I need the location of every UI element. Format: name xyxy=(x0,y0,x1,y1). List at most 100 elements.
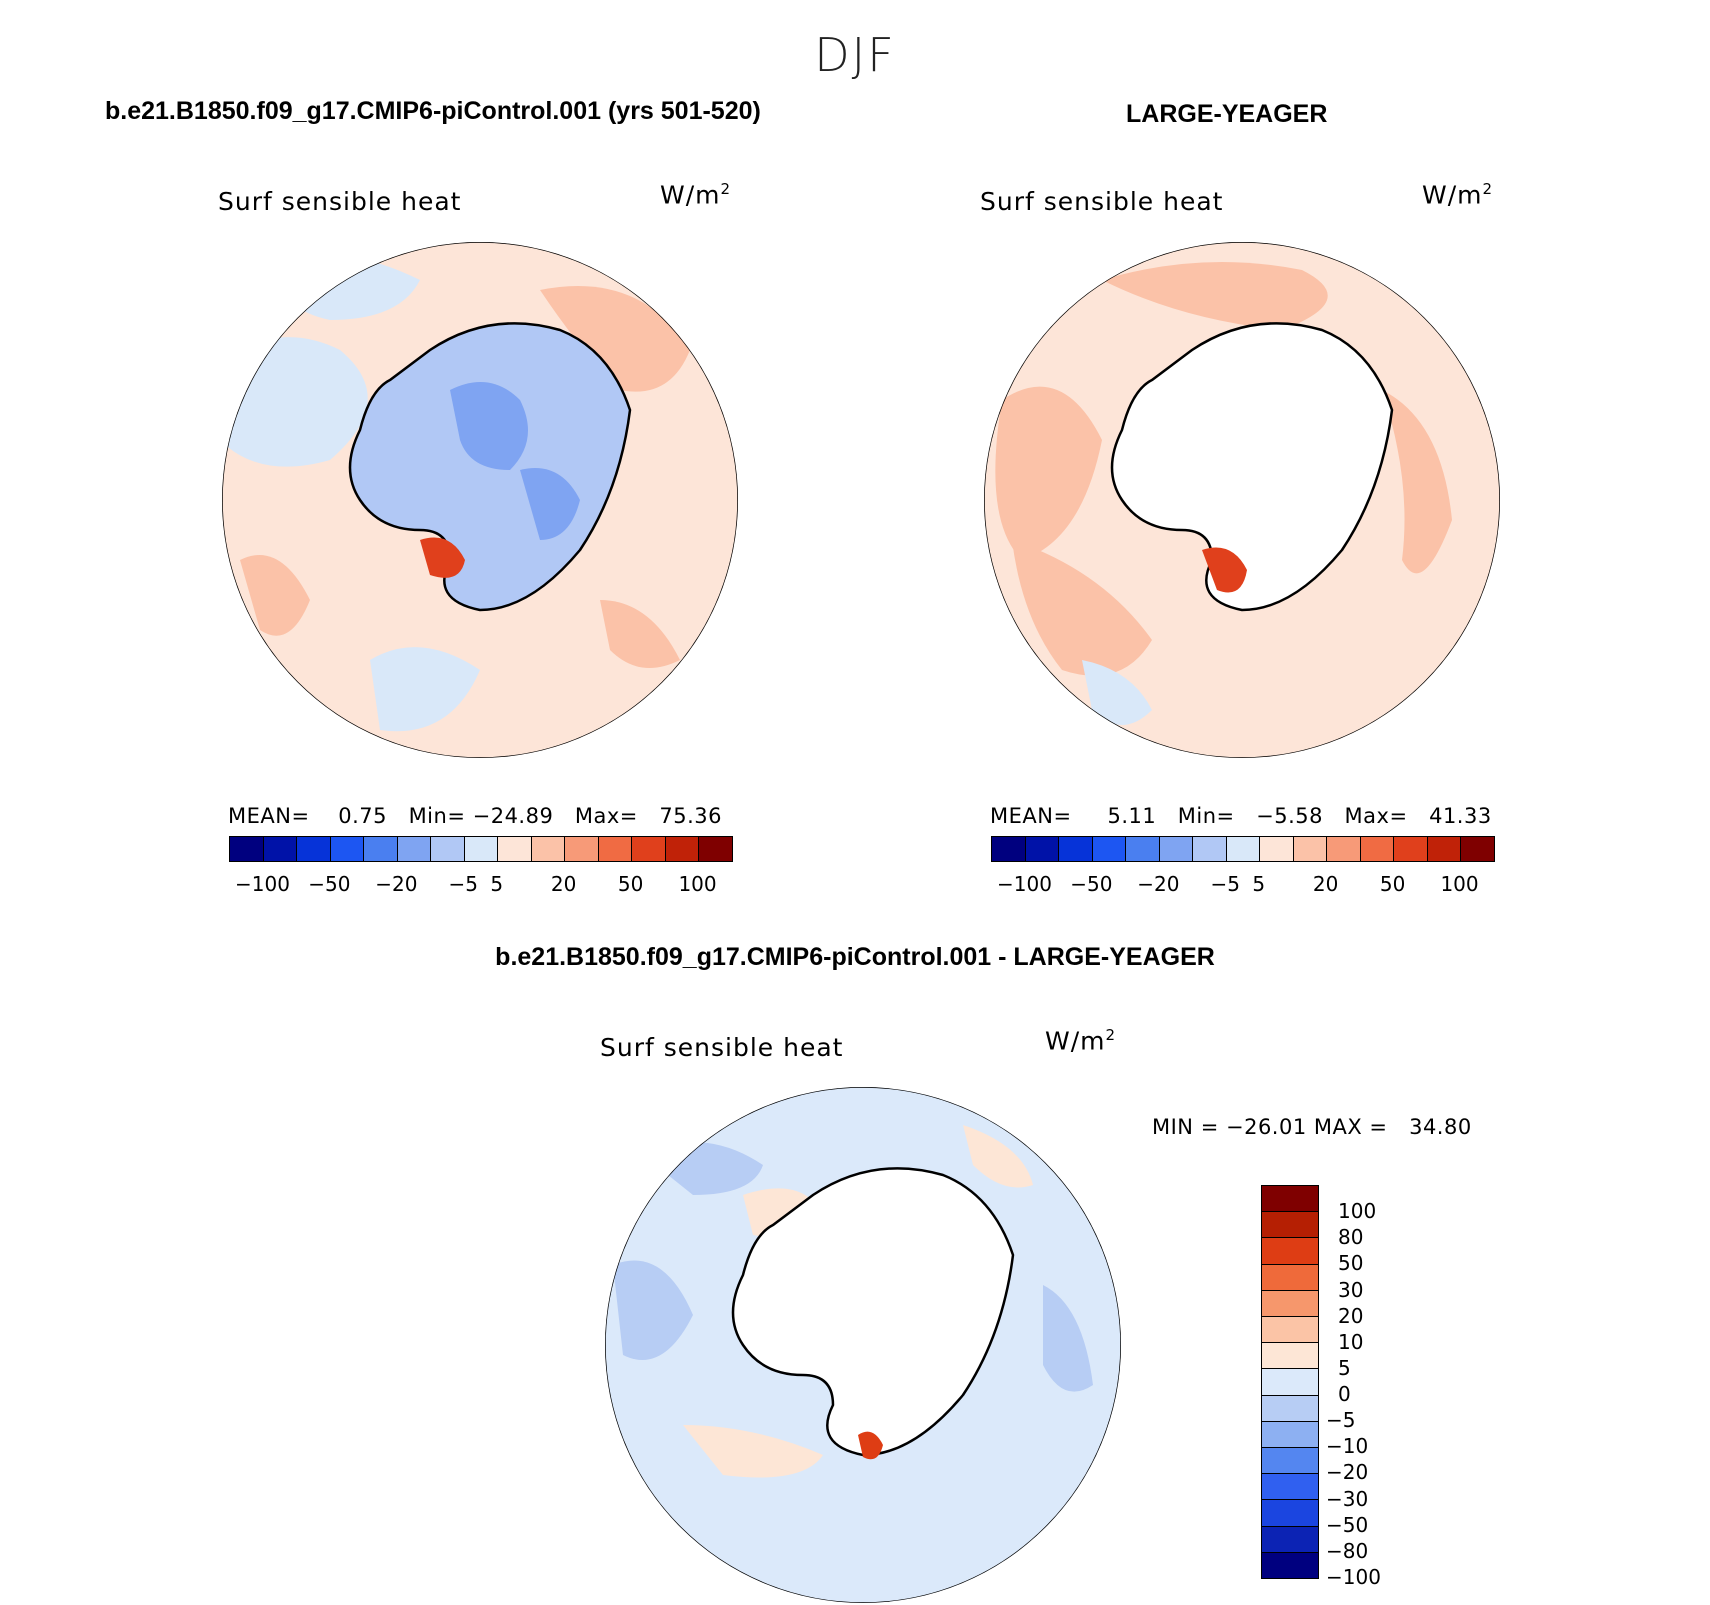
diff-colorbar-tick-label: −50 xyxy=(1326,1512,1369,1537)
panel1-case-title: b.e21.B1850.f09_g17.CMIP6-piControl.001 … xyxy=(105,97,761,125)
panel1-colorbar-tick-label: −20 xyxy=(375,872,418,896)
panel1-colorbar-swatch xyxy=(565,837,599,861)
panel1-colorbar-tick-label: 100 xyxy=(678,872,717,896)
panel1-colorbar-ticks: −100 −50 −20 −5 5 20 50 100 xyxy=(229,872,731,898)
panel2-colorbar-tick-label: 100 xyxy=(1440,872,1479,896)
diff-colorbar-swatch xyxy=(1262,1500,1318,1527)
panel2-colorbar-tick-label: −50 xyxy=(1070,872,1113,896)
diff-colorbar-tick-label: 50 xyxy=(1338,1251,1364,1276)
panel2-colorbar-swatch xyxy=(1226,837,1261,861)
diff-colorbar-swatch xyxy=(1262,1369,1318,1396)
panel1-colorbar-swatch xyxy=(531,837,566,861)
diff-colorbar-swatch xyxy=(1262,1474,1318,1501)
panel2-colorbar-swatch xyxy=(1327,837,1361,861)
panel2-colorbar-tick-label: −5 xyxy=(1210,872,1240,896)
panel2-colorbar-swatch xyxy=(1394,837,1428,861)
diff-colorbar-tick-label: 5 xyxy=(1338,1355,1351,1380)
panel1-colorbar-swatch xyxy=(665,837,700,861)
diff-colorbar-swatch xyxy=(1262,1343,1318,1370)
diff-case-title: b.e21.B1850.f09_g17.CMIP6-piControl.001 … xyxy=(495,943,1215,971)
panel2-colorbar-tick-label: −20 xyxy=(1137,872,1180,896)
diff-colorbar-swatch xyxy=(1262,1238,1318,1265)
panel2-low-flux-region xyxy=(1082,660,1152,725)
diff-colorbar-tick-label: −80 xyxy=(1326,1538,1369,1563)
diff-colorbar-tick-label: 20 xyxy=(1338,1303,1364,1328)
diff-colorbar-swatch xyxy=(1262,1186,1318,1213)
diff-colorbar-tick-label: −20 xyxy=(1326,1460,1369,1485)
panel2-colorbar-swatch xyxy=(1193,837,1227,861)
panel1-polar-map xyxy=(222,242,738,758)
diff-colorbar-ticks: 100 80 50 30 20 10 5 0 −5 −10 −20 −30 −50 −80 −100 xyxy=(1326,1185,1446,1589)
diff-colorbar-tick-label: −30 xyxy=(1326,1486,1369,1511)
diff-colorbar-swatch xyxy=(1262,1317,1318,1344)
panel2-colorbar-tick-label: 5 xyxy=(1252,872,1266,896)
diff-polar-map xyxy=(605,1087,1121,1603)
panel1-colorbar-tick-label: 5 xyxy=(490,872,504,896)
panel1-variable-label: Surf sensible heat xyxy=(218,187,462,216)
panel1-colorbar-tick-label: 20 xyxy=(550,872,577,896)
panel1-colorbar-tick-label: 50 xyxy=(617,872,644,896)
panel2-colorbar-swatch xyxy=(1059,837,1093,861)
diff-colorbar-tick-label: 100 xyxy=(1338,1199,1377,1224)
panel1-units: W/m2 xyxy=(660,180,732,210)
panel2-colorbar-swatch xyxy=(1360,837,1395,861)
diff-colorbar-swatch xyxy=(1262,1264,1318,1291)
figure-title: DJF xyxy=(814,28,896,82)
panel1-colorbar-swatch xyxy=(498,837,532,861)
diff-colorbar-swatch xyxy=(1262,1421,1318,1449)
diff-colorbar-tick-label: 80 xyxy=(1338,1225,1364,1250)
panel2-colorbar-tick-label: 50 xyxy=(1379,872,1406,896)
panel2-colorbar-swatch xyxy=(1260,837,1294,861)
panel2-colorbar-tick-label: −100 xyxy=(997,872,1052,896)
panel1-colorbar-swatch xyxy=(598,837,633,861)
panel1-colorbar-swatch xyxy=(364,837,398,861)
panel1-colorbar-swatch xyxy=(699,837,732,861)
panel2-max-flux-spot xyxy=(1202,547,1247,593)
diff-minmax: MIN = −26.01 MAX = 34.80 xyxy=(1152,1115,1472,1139)
panel2-colorbar-swatch xyxy=(992,837,1026,861)
panel2-variable-label: Surf sensible heat xyxy=(980,187,1224,216)
panel2-colorbar-swatch xyxy=(1126,837,1160,861)
diff-colorbar-swatch xyxy=(1262,1552,1318,1579)
panel2-colorbar-swatch xyxy=(1427,837,1462,861)
panel1-colorbar-swatch xyxy=(297,837,331,861)
panel2-colorbar-ticks: −100 −50 −20 −5 5 20 50 100 xyxy=(991,872,1493,898)
diff-colorbar-swatch xyxy=(1262,1290,1318,1318)
diff-colorbar-tick-label: 30 xyxy=(1338,1277,1364,1302)
panel1-max-flux-spot xyxy=(420,537,465,578)
panel2-colorbar-swatch xyxy=(1159,837,1194,861)
panel1-positive-flux-region xyxy=(540,286,690,392)
diff-colorbar-swatch xyxy=(1262,1212,1318,1239)
panel2-positive-flux-region xyxy=(995,386,1102,560)
panel1-colorbar-tick-label: −50 xyxy=(308,872,351,896)
panel1-colorbar-tick-label: −100 xyxy=(235,872,290,896)
panel2-colorbar xyxy=(991,836,1495,862)
panel1-colorbar-swatch xyxy=(263,837,298,861)
diff-colorbar-tick-label: −10 xyxy=(1326,1434,1369,1459)
panel1-colorbar-swatch xyxy=(632,837,666,861)
panel2-units: W/m2 xyxy=(1422,180,1494,210)
diff-max-flux-spot xyxy=(858,1431,883,1460)
panel2-stats: MEAN= 5.11 Min= −5.58 Max= 41.33 xyxy=(990,804,1492,828)
diff-colorbar-tick-label: 0 xyxy=(1338,1382,1351,1407)
panel1-stats: MEAN= 0.75 Min= −24.89 Max= 75.36 xyxy=(228,804,723,828)
panel1-colorbar-swatch xyxy=(230,837,264,861)
panel2-colorbar-swatch xyxy=(1025,837,1060,861)
diff-colorbar-tick-label: 10 xyxy=(1338,1329,1364,1354)
panel2-polar-map xyxy=(984,242,1500,758)
panel1-colorbar-swatch xyxy=(431,837,465,861)
panel2-colorbar-swatch xyxy=(1092,837,1127,861)
diff-colorbar xyxy=(1261,1185,1319,1579)
panel1-colorbar xyxy=(229,836,733,862)
diff-colorbar-swatch xyxy=(1262,1448,1318,1475)
diff-units: W/m2 xyxy=(1045,1026,1117,1056)
diff-variable-label: Surf sensible heat xyxy=(600,1033,844,1062)
panel1-colorbar-swatch xyxy=(464,837,499,861)
panel1-colorbar-tick-label: −5 xyxy=(448,872,478,896)
panel2-colorbar-swatch xyxy=(1293,837,1328,861)
diff-colorbar-swatch xyxy=(1262,1526,1318,1553)
panel2-case-title: LARGE-YEAGER xyxy=(1126,100,1328,128)
panel1-colorbar-swatch xyxy=(330,837,365,861)
diff-colorbar-swatch xyxy=(1262,1395,1318,1422)
panel2-colorbar-swatch xyxy=(1461,837,1494,861)
